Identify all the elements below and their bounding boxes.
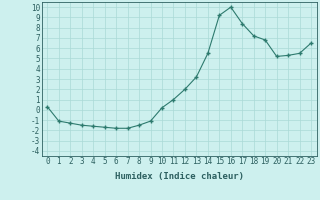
X-axis label: Humidex (Indice chaleur): Humidex (Indice chaleur) [115, 172, 244, 181]
